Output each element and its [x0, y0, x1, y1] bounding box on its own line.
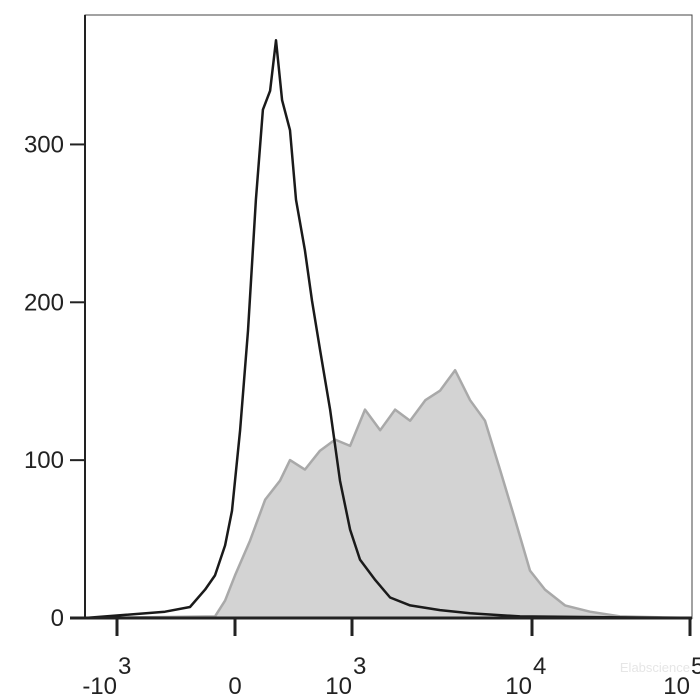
histogram-line [84, 39, 693, 620]
x-tick-exponent: 3 [118, 653, 131, 680]
histogram-area [83, 368, 694, 620]
x-tick-exponent: 5 [691, 653, 700, 680]
x-tick-label: -10 [82, 673, 117, 700]
x-tick-label: 10 [325, 673, 352, 700]
watermark: Elabscience [620, 660, 690, 675]
y-tick-label: 100 [24, 447, 64, 474]
y-tick-label: 200 [24, 289, 64, 316]
y-tick-label: 0 [51, 605, 64, 632]
x-tick-label: 0 [228, 673, 241, 700]
x-tick-exponent: 3 [353, 653, 366, 680]
x-tick-exponent: 4 [533, 653, 546, 680]
x-tick-label: 10 [505, 673, 532, 700]
y-tick-label: 300 [24, 131, 64, 158]
x-tick-label: 10 [663, 673, 690, 700]
